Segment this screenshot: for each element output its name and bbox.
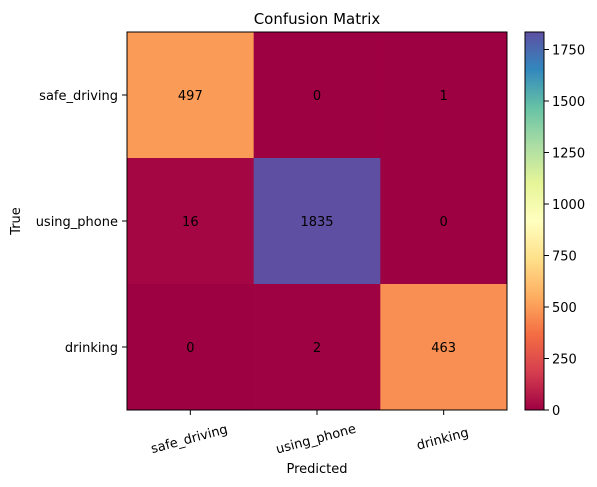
heatmap-cell xyxy=(127,32,255,159)
cell-value-label: 1 xyxy=(440,89,448,104)
heatmap-cell xyxy=(380,32,508,159)
colorbar xyxy=(524,31,545,411)
heatmap-cell xyxy=(127,284,255,411)
x-tick-label: drinking xyxy=(415,426,470,454)
x-tick-label: using_phone xyxy=(274,422,357,458)
y-axis-ticks: safe_driving using_phone drinking xyxy=(36,89,127,356)
cell-value-label: 0 xyxy=(186,341,194,356)
cell-value-label: 16 xyxy=(182,215,199,230)
cell-value-label: 0 xyxy=(440,215,448,230)
heatmap-cell xyxy=(127,158,255,285)
y-tick-label: drinking xyxy=(65,341,118,356)
colorbar-tick-label: 1250 xyxy=(552,147,585,162)
colorbar-tick-label: 1500 xyxy=(552,95,585,110)
colorbar-tick-label: 0 xyxy=(552,404,560,419)
y-axis-label: True xyxy=(9,207,24,236)
cell-value-label: 1835 xyxy=(300,215,333,230)
y-tick-label: safe_driving xyxy=(39,89,118,104)
chart-title: Confusion Matrix xyxy=(254,10,381,28)
colorbar-ticks: 0 250 500 750 1000 1250 1500 1750 xyxy=(544,44,585,419)
heatmap-cell xyxy=(253,32,381,159)
heatmap-cells: 497 0 1 16 1835 0 0 2 463 xyxy=(127,32,508,411)
colorbar-tick-label: 1750 xyxy=(552,44,585,59)
heatmap-cell xyxy=(380,158,508,285)
colorbar-tick-label: 250 xyxy=(552,353,577,368)
y-tick-label: using_phone xyxy=(36,215,118,230)
colorbar-tick-label: 500 xyxy=(552,301,577,316)
colorbar-tick-label: 750 xyxy=(552,250,577,265)
heatmap-cell xyxy=(253,158,381,285)
x-axis-ticks: safe_driving using_phone drinking xyxy=(149,410,470,458)
cell-value-label: 497 xyxy=(178,89,203,104)
x-tick-label: safe_driving xyxy=(149,422,229,457)
colorbar-tick-label: 1000 xyxy=(552,198,585,213)
cell-value-label: 463 xyxy=(431,341,456,356)
cell-value-label: 2 xyxy=(313,341,321,356)
heatmap-cell xyxy=(380,284,508,411)
heatmap-cell xyxy=(253,284,381,411)
cell-value-label: 0 xyxy=(313,89,321,104)
x-axis-label: Predicted xyxy=(286,462,347,477)
